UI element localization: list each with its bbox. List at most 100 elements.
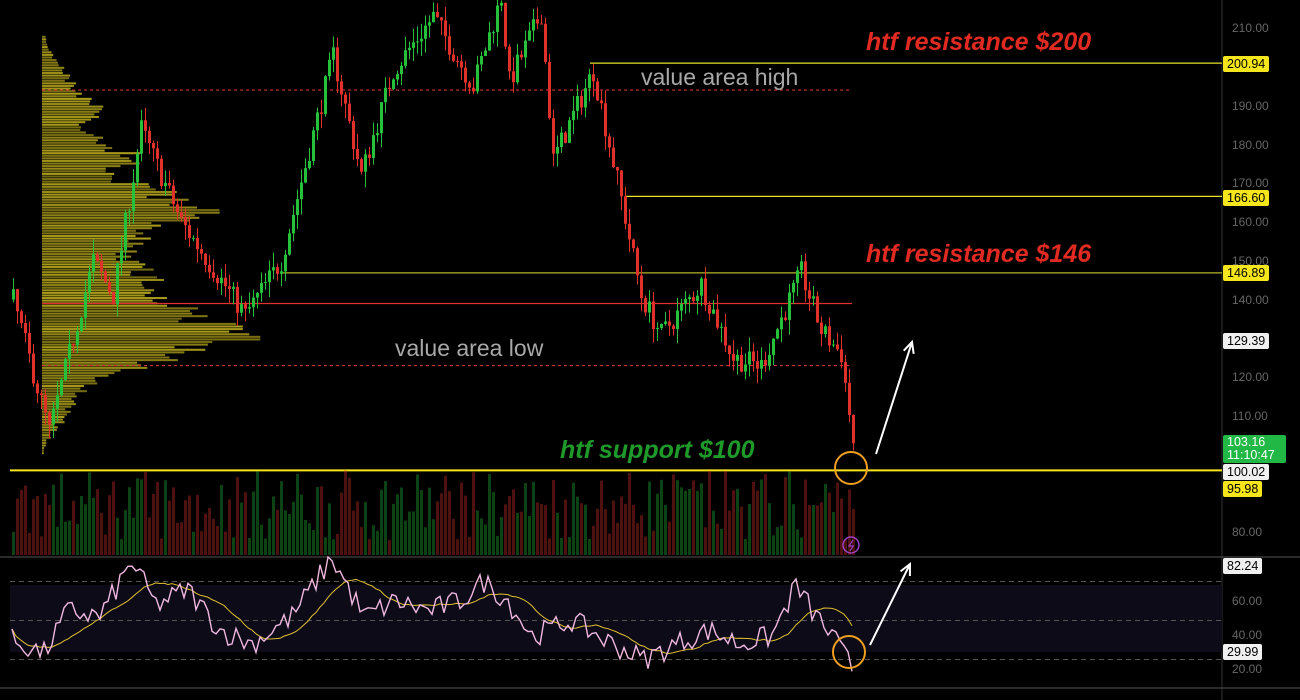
axis-tick: 170.00 [1232, 176, 1269, 190]
volume-bar [204, 513, 207, 555]
candle-body [476, 64, 479, 92]
candle-body [444, 20, 447, 37]
volume-bar [12, 531, 15, 555]
volume-profile-bar [42, 328, 243, 331]
volume-bar [816, 505, 819, 555]
volume-bar [528, 515, 531, 555]
candle-body [640, 275, 643, 299]
volume-bar [372, 525, 375, 555]
volume-bar [136, 478, 139, 555]
candle-body [560, 132, 563, 148]
volume-bar [652, 530, 655, 555]
candle-body [368, 154, 371, 158]
volume-profile-bar [42, 126, 81, 129]
volume-bar [288, 514, 291, 555]
volume-profile-bar [42, 90, 76, 93]
candle-body [632, 239, 635, 249]
candle-body [684, 298, 687, 304]
axis-tick: 20.00 [1232, 662, 1263, 676]
candle-body [180, 212, 183, 218]
price-tag-166-60: 166.60 [1223, 190, 1270, 206]
rsi-band-background [10, 585, 1222, 652]
volume-bar [336, 533, 339, 555]
candle-body [456, 60, 459, 62]
volume-bar [592, 525, 595, 555]
volume-bar [564, 499, 567, 555]
volume-profile-bar [42, 222, 152, 225]
volume-profile-bar [42, 423, 55, 426]
candle-body [248, 307, 251, 309]
volume-bar [408, 511, 411, 555]
candle-body [772, 338, 775, 355]
volume-profile-bar [42, 447, 45, 450]
volume-profile-bar [42, 115, 99, 119]
volume-bar [608, 533, 611, 555]
volume-bar [576, 496, 579, 555]
volume-bar [840, 498, 843, 555]
volume-profile-bar [42, 353, 166, 356]
axis-tick: 160.00 [1232, 215, 1269, 229]
volume-bar [292, 501, 295, 555]
volume-profile-bar [42, 286, 145, 289]
volume-profile-bar [42, 165, 121, 168]
volume-bar [756, 490, 759, 555]
volume-bar [348, 477, 351, 555]
candle-body [56, 395, 59, 409]
volume-bar [48, 504, 51, 555]
volume-bar [824, 483, 827, 555]
volume-bar [484, 524, 487, 555]
lightning-bolt-icon [847, 539, 855, 552]
volume-profile-bar [42, 330, 230, 333]
volume-bar [92, 497, 95, 555]
volume-bar [796, 529, 799, 555]
volume-profile-bar [42, 38, 47, 41]
candle-body [488, 32, 491, 51]
volume-bar [72, 500, 75, 555]
candle-body [128, 211, 131, 213]
candle-body [412, 42, 415, 48]
candle-body [244, 304, 247, 309]
candle-body [424, 25, 427, 39]
candle-body [252, 297, 255, 308]
candle-body [372, 135, 375, 158]
candle-body [452, 54, 455, 61]
volume-profile-bar [42, 92, 82, 95]
volume-bar [568, 537, 571, 555]
candle-body [136, 153, 139, 183]
volume-bar [812, 505, 815, 555]
candle-body [836, 344, 839, 350]
candle-body [704, 278, 707, 305]
volume-bar [260, 524, 263, 555]
candle-body [304, 168, 307, 183]
volume-profile-bar [42, 369, 121, 372]
volume-profile-bar [42, 180, 111, 183]
candle-body [12, 289, 15, 300]
volume-bar [676, 480, 679, 555]
candle-body [756, 361, 759, 369]
candle-body [408, 47, 411, 51]
candle-body [548, 61, 551, 119]
volume-bar [172, 487, 175, 555]
volume-profile-bar [42, 149, 105, 152]
candle-body [780, 317, 783, 330]
candle-body [796, 270, 799, 283]
candle-body [60, 379, 63, 396]
volume-bar [600, 480, 603, 555]
volume-bar [480, 518, 483, 555]
volume-bar [52, 484, 55, 555]
candle-body [296, 199, 299, 215]
volume-bar [428, 487, 431, 555]
volume-bar [460, 482, 463, 555]
volume-profile-bar [42, 108, 102, 111]
candle-body [468, 82, 471, 88]
volume-profile-bar [42, 377, 95, 380]
candle-body [256, 292, 259, 298]
volume-bar [520, 511, 523, 555]
volume-bar [64, 521, 67, 555]
volume-bar [392, 503, 395, 555]
candle-body [724, 326, 727, 346]
candle-body [236, 286, 239, 313]
volume-bar [404, 520, 407, 555]
candle-body [592, 74, 595, 82]
